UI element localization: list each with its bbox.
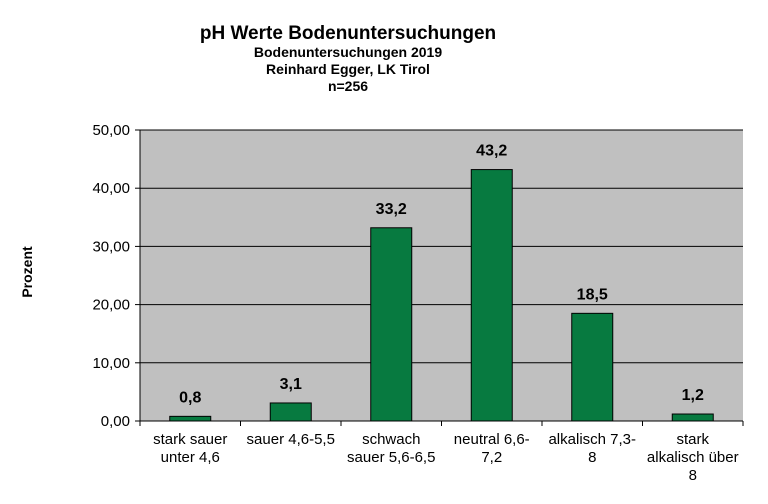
y-tick-label: 20,00: [92, 297, 130, 314]
bar: [671, 413, 714, 422]
gridlines: [140, 129, 743, 364]
bar: [470, 169, 513, 422]
data-labels: 0,8 3,1 33,2 43,2 18,5 1,2: [179, 143, 704, 407]
y-tick-label: 50,00: [92, 122, 130, 139]
plot-area: [140, 130, 743, 421]
x-tick-label: sauer 4,6-5,5: [247, 431, 335, 448]
category-labels: stark sauer unter 4,6 sauer 4,6-5,5 schwach…: [153, 431, 738, 484]
y-tick-label: 0,00: [101, 413, 130, 430]
data-label: 3,1: [280, 376, 302, 393]
chart-subtitle-line-3: n=256: [328, 78, 368, 94]
bar: [269, 402, 312, 422]
data-label: 0,8: [179, 389, 201, 406]
x-tick-label: stark sauer unter 4,6: [153, 431, 227, 466]
bar: [169, 415, 212, 422]
data-label: 43,2: [476, 143, 507, 160]
chart-title: pH Werte Bodenuntersuchungen: [200, 23, 496, 44]
axes: [135, 129, 744, 426]
chart-subtitle-line-1: Bodenuntersuchungen 2019: [254, 44, 442, 60]
y-tick-labels: 0,00 10,00 20,00 30,00 40,00 50,00: [92, 122, 130, 430]
y-axis-label: Prozent: [19, 246, 35, 298]
x-tick-label: neutral 6,6-7,2: [454, 431, 530, 466]
data-label: 18,5: [577, 286, 608, 303]
x-tick-label: alkalisch 7,3-8: [548, 431, 636, 466]
bar: [370, 227, 413, 422]
data-label: 1,2: [682, 387, 704, 404]
x-tick-label: stark alkalisch über 8: [647, 431, 739, 484]
y-tick-label: 30,00: [92, 238, 130, 255]
y-tick-label: 40,00: [92, 180, 130, 197]
data-label: 33,2: [376, 201, 407, 218]
x-tick-label: schwach sauer 5,6-6,5: [347, 431, 435, 466]
chart-subtitle-line-2: Reinhard Egger, LK Tirol: [266, 61, 430, 77]
y-tick-label: 10,00: [92, 355, 130, 372]
bar: [571, 312, 614, 422]
